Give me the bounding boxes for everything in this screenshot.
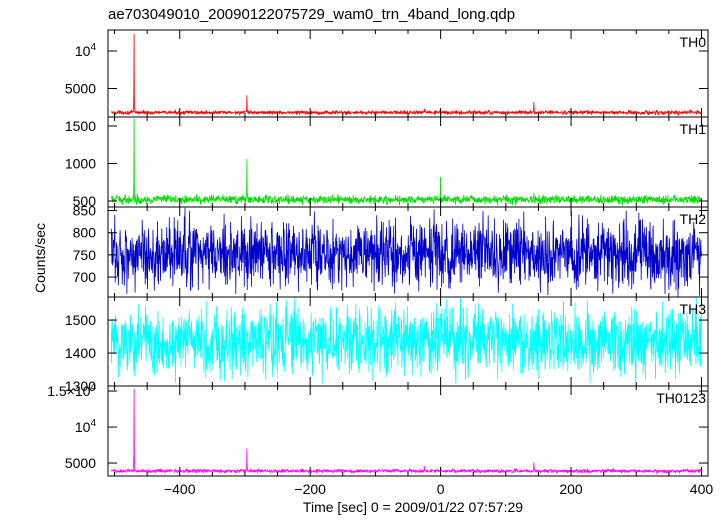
y-tick-label: 1300: [65, 378, 96, 394]
panel-th0123: 5000 104 1.5×104 TH0123: [47, 382, 709, 477]
y-tick-label: 700: [73, 269, 97, 285]
panel-label: TH1: [680, 121, 707, 137]
y-axis-label: Counts/sec: [32, 223, 48, 293]
x-tick-label: 200: [559, 481, 583, 497]
panel-label: TH0: [680, 34, 707, 50]
panel-frame: [107, 29, 709, 118]
series-line-th3: [110, 296, 702, 384]
x-tick-labels: −400 −200 0 200 400: [164, 481, 713, 497]
panel-th1: 500 1000 1500 TH1: [65, 116, 709, 209]
x-tick-label: 0: [437, 481, 445, 497]
panel-th3: 1300 1400 1500 TH3: [65, 296, 709, 394]
y-tick-label: 104: [75, 418, 97, 435]
y-tick-label: 500: [73, 193, 97, 209]
x-tick-label: 400: [690, 481, 714, 497]
y-tick-label: 750: [73, 247, 97, 263]
panel-th0: 5000 104 TH0: [65, 29, 709, 118]
y-tick-label: 5000: [65, 81, 96, 97]
y-tick-label: 1000: [65, 156, 96, 172]
panel-label: TH0123: [656, 390, 706, 406]
panel-label: TH3: [680, 301, 707, 317]
y-tick-label: 1500: [65, 312, 96, 328]
y-tick-label: 800: [73, 225, 97, 241]
y-tick-label: 1500: [65, 118, 96, 134]
chart-title: ae703049010_20090122075729_wam0_trn_4ban…: [108, 6, 515, 23]
y-tick-label: 850: [73, 203, 97, 219]
x-tick-label: −400: [164, 481, 196, 497]
panel-frame: [107, 385, 709, 477]
panel-label: TH2: [680, 211, 707, 227]
series-line-th0: [110, 33, 702, 117]
series-line-th0123: [110, 388, 702, 475]
series-line-th2: [110, 207, 702, 298]
y-tick-label: 104: [75, 42, 97, 59]
x-tick-label: −200: [294, 481, 326, 497]
y-tick-label: 1.5×104: [47, 382, 96, 399]
panels-layer: 5000 104 TH0 500 1000 1500 TH1 700 750 800 850 TH2 1…: [47, 29, 713, 497]
y-tick-label: 1400: [65, 345, 96, 361]
series-line-th1: [110, 118, 702, 207]
panel-th2: 700 750 800 850 TH2: [73, 203, 709, 298]
y-tick-label: 5000: [65, 455, 96, 471]
panel-frame: [107, 116, 709, 208]
x-axis-label: Time [sec] 0 = 2009/01/22 07:57:29: [303, 499, 523, 515]
